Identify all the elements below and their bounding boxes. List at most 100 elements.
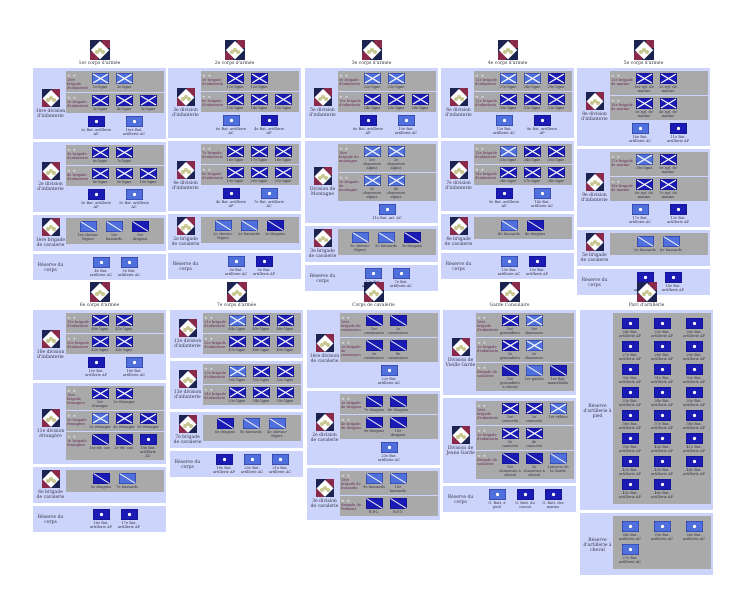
- unit-artillery[interactable]: 12e Bat. artillerie AP: [663, 204, 693, 224]
- unit-infantry[interactable]: 1er rgt. de marine: [633, 73, 655, 93]
- unit-infantry[interactable]: 3e rgt. de marine: [633, 98, 655, 118]
- unit-infantry[interactable]: 23e ligne: [385, 73, 407, 89]
- unit-cavalry[interactable]: 1er hussards: [103, 221, 125, 241]
- unit-infantry[interactable]: 2e rgt. de marine: [657, 73, 679, 93]
- unit-artillery[interactable]: 18e Bat. artillerie AC: [119, 357, 149, 377]
- unit-infantry[interactable]: 51e ligne: [250, 366, 272, 382]
- unit-infantry[interactable]: 50e ligne: [226, 366, 248, 382]
- unit-cavalry[interactable]: 3e cuirassiers: [363, 340, 385, 360]
- unit-artillery[interactable]: 36e Bat. artillerie AP: [615, 410, 645, 430]
- unit-cavalry[interactable]: 4e dragons: [524, 220, 546, 236]
- unit-cavalry[interactable]: 6e dragons: [214, 418, 236, 438]
- unit-artillery[interactable]: 24e Bat. artillerie AC: [615, 521, 645, 541]
- unit-cavalry[interactable]: 1er chasseurs à cheval: [499, 453, 521, 477]
- unit-artillery[interactable]: 10e Bat. artillerie AC: [391, 115, 421, 135]
- unit-infantry[interactable]: 16e ligne: [224, 146, 246, 162]
- unit-infantry[interactable]: 54e ligne: [250, 387, 272, 403]
- unit-artillery[interactable]: 8e Bat. artillerie AP: [527, 115, 557, 135]
- unit-cavalry[interactable]: 2e hussards: [238, 220, 260, 240]
- unit-cavalry[interactable]: 1er Rgt. mamelouks: [547, 365, 569, 385]
- unit-artillery[interactable]: 11e Bat. artillerie AP: [663, 123, 693, 143]
- unit-cavalry[interactable]: 8e dragons: [387, 396, 409, 412]
- unit-cavalry[interactable]: Lanciers de la Garde: [547, 453, 569, 473]
- unit-infantry[interactable]: 21e ligne: [272, 167, 294, 183]
- unit-infantry[interactable]: 34e ligne: [521, 146, 543, 162]
- unit-artillery[interactable]: 11e Bat. art. AC: [372, 204, 402, 220]
- unit-infantry[interactable]: 25e ligne: [385, 94, 407, 110]
- unit-infantry[interactable]: 6e rgt. de marine: [633, 179, 655, 199]
- unit-artillery[interactable]: 16e Bat. artillerie AC: [625, 123, 655, 143]
- unit-artillery[interactable]: 1ère Bat. artillerie AC: [119, 116, 149, 136]
- unit-artillery[interactable]: 46e Bat. artillerie AP: [647, 479, 677, 499]
- unit-infantry[interactable]: 3e conscrits: [499, 428, 521, 448]
- unit-artillery[interactable]: 42e Bat. artillerie AP: [615, 456, 645, 476]
- unit-artillery[interactable]: 2e Bat. artillerie AP: [81, 116, 111, 136]
- unit-cavalry[interactable]: 5e hussards: [634, 236, 656, 252]
- unit-infantry[interactable]: 2e chasseurs alpins: [385, 146, 407, 170]
- unit-artillery[interactable]: 17e Bat. artillerie AC: [625, 204, 655, 224]
- unit-infantry[interactable]: 9e ligne: [113, 168, 135, 184]
- unit-infantry[interactable]: 49e ligne: [274, 336, 296, 352]
- unit-artillery[interactable]: 15e Bat. artillerie AC: [497, 256, 521, 276]
- unit-infantry[interactable]: 2e conscrits: [523, 403, 545, 423]
- unit-infantry[interactable]: 31e ligne: [521, 94, 543, 110]
- unit-artillery[interactable]: 41e Bat. artillerie AP: [679, 433, 709, 453]
- unit-cavalry[interactable]: 4e chevau-légers: [266, 418, 288, 438]
- unit-cavalry[interactable]: 1er chevau-légers: [77, 221, 99, 241]
- unit-artillery[interactable]: 22e Bat. artillerie AC: [374, 365, 404, 385]
- unit-artillery[interactable]: 21e Bat. artillerie AC: [268, 454, 292, 474]
- unit-infantry[interactable]: 40e ligne: [89, 315, 111, 331]
- unit-infantry[interactable]: 39e ligne: [633, 154, 655, 170]
- unit-infantry[interactable]: 18e ligne: [272, 146, 294, 162]
- unit-cavalry[interactable]: 4e cuirassiers: [387, 340, 409, 360]
- unit-infantry[interactable]: 35e ligne: [545, 146, 567, 162]
- unit-artillery[interactable]: 5e Bat. artillerie AP: [252, 256, 276, 276]
- unit-infantry[interactable]: 4e ligne: [113, 95, 135, 111]
- unit-infantry[interactable]: 11e ligne: [224, 73, 246, 89]
- unit-artillery[interactable]: 10e Bat. artillerie AP: [525, 256, 549, 276]
- unit-infantry[interactable]: 15e ligne: [272, 94, 294, 110]
- unit-cavalry[interactable]: 3e chevau-légers: [349, 232, 371, 252]
- unit-infantry[interactable]: 55e ligne: [274, 387, 296, 403]
- unit-artillery[interactable]: 14e Bat. artillerie AP: [661, 272, 685, 292]
- unit-artillery[interactable]: 9e Bat. artillerie AP: [489, 188, 519, 208]
- unit-infantry[interactable]: 4e rgt. de marine: [657, 98, 679, 118]
- unit-artillery[interactable]: 29e Bat. artillerie AP: [679, 341, 709, 361]
- unit-artillery[interactable]: 18e Bat. artillerie AP: [212, 454, 236, 474]
- unit-infantry[interactable]: 28e ligne: [521, 73, 543, 89]
- unit-infantry[interactable]: 1e ligne: [89, 73, 111, 89]
- unit-infantry[interactable]: 2e ligne: [113, 73, 135, 89]
- unit-artillery[interactable]: 40e Bat. artillerie AP: [647, 433, 677, 453]
- unit-infantry[interactable]: 37e ligne: [521, 167, 543, 183]
- unit-infantry[interactable]: 4e conscrits: [523, 428, 545, 448]
- unit-infantry[interactable]: 29e ligne: [545, 73, 567, 89]
- unit-cavalry[interactable]: 1er cuirassiers: [363, 315, 385, 335]
- unit-artillery[interactable]: 32e Bat. artillerie AP: [679, 364, 709, 384]
- unit-artillery[interactable]: 7e Bat. artillerie AC: [389, 268, 413, 288]
- unit-artillery[interactable]: 13e Bat. artillerie AC: [489, 115, 519, 135]
- unit-artillery[interactable]: 3e Bat. artillerie AP: [81, 189, 111, 209]
- unit-infantry[interactable]: 5e rgt. de marine: [657, 154, 679, 174]
- unit-cavalry[interactable]: 5e dragons: [90, 473, 112, 489]
- unit-infantry[interactable]: 2e chasseurs: [523, 340, 545, 360]
- unit-artillery[interactable]: 4e Bat. artillerie AP: [216, 188, 246, 208]
- unit-cavalry[interactable]: R.P.T.: [387, 498, 409, 514]
- unit-infantry[interactable]: 12e ligne: [248, 73, 270, 89]
- unit-infantry[interactable]: 44e ligne: [226, 315, 248, 331]
- unit-infantry[interactable]: 53e ligne: [226, 387, 248, 403]
- unit-infantry[interactable]: 2e grenadiers: [499, 340, 521, 360]
- unit-artillery[interactable]: 16e Bat. artillerie AP: [89, 509, 113, 529]
- unit-artillery[interactable]: 33e Bat. artillerie AP: [615, 387, 645, 407]
- unit-infantry[interactable]: 1er grenadiers: [499, 315, 521, 335]
- unit-artillery[interactable]: 27e Bat. artillerie AP: [615, 341, 645, 361]
- unit-infantry[interactable]: 45e ligne: [250, 315, 272, 331]
- unit-infantry[interactable]: 13e ligne: [224, 94, 246, 110]
- unit-infantry[interactable]: 47e ligne: [226, 336, 248, 352]
- unit-artillery[interactable]: 26e Bat. artillerie AP: [679, 318, 709, 338]
- unit-cavalry[interactable]: 7e dragons: [363, 396, 385, 412]
- unit-infantry[interactable]: 43e ligne: [113, 336, 135, 352]
- unit-artillery[interactable]: 27e Bat. artillerie AC: [615, 544, 645, 564]
- unit-cavalry[interactable]: 1er dragons: [129, 221, 151, 241]
- unit-artillery[interactable]: 8e Bat. artillerie AC: [224, 256, 248, 276]
- unit-artillery[interactable]: 4e Bat. artillerie AC: [89, 257, 113, 277]
